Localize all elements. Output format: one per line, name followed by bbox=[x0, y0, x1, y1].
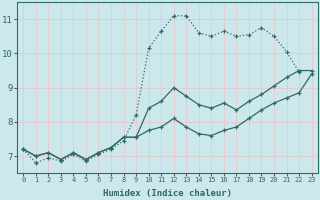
X-axis label: Humidex (Indice chaleur): Humidex (Indice chaleur) bbox=[103, 189, 232, 198]
